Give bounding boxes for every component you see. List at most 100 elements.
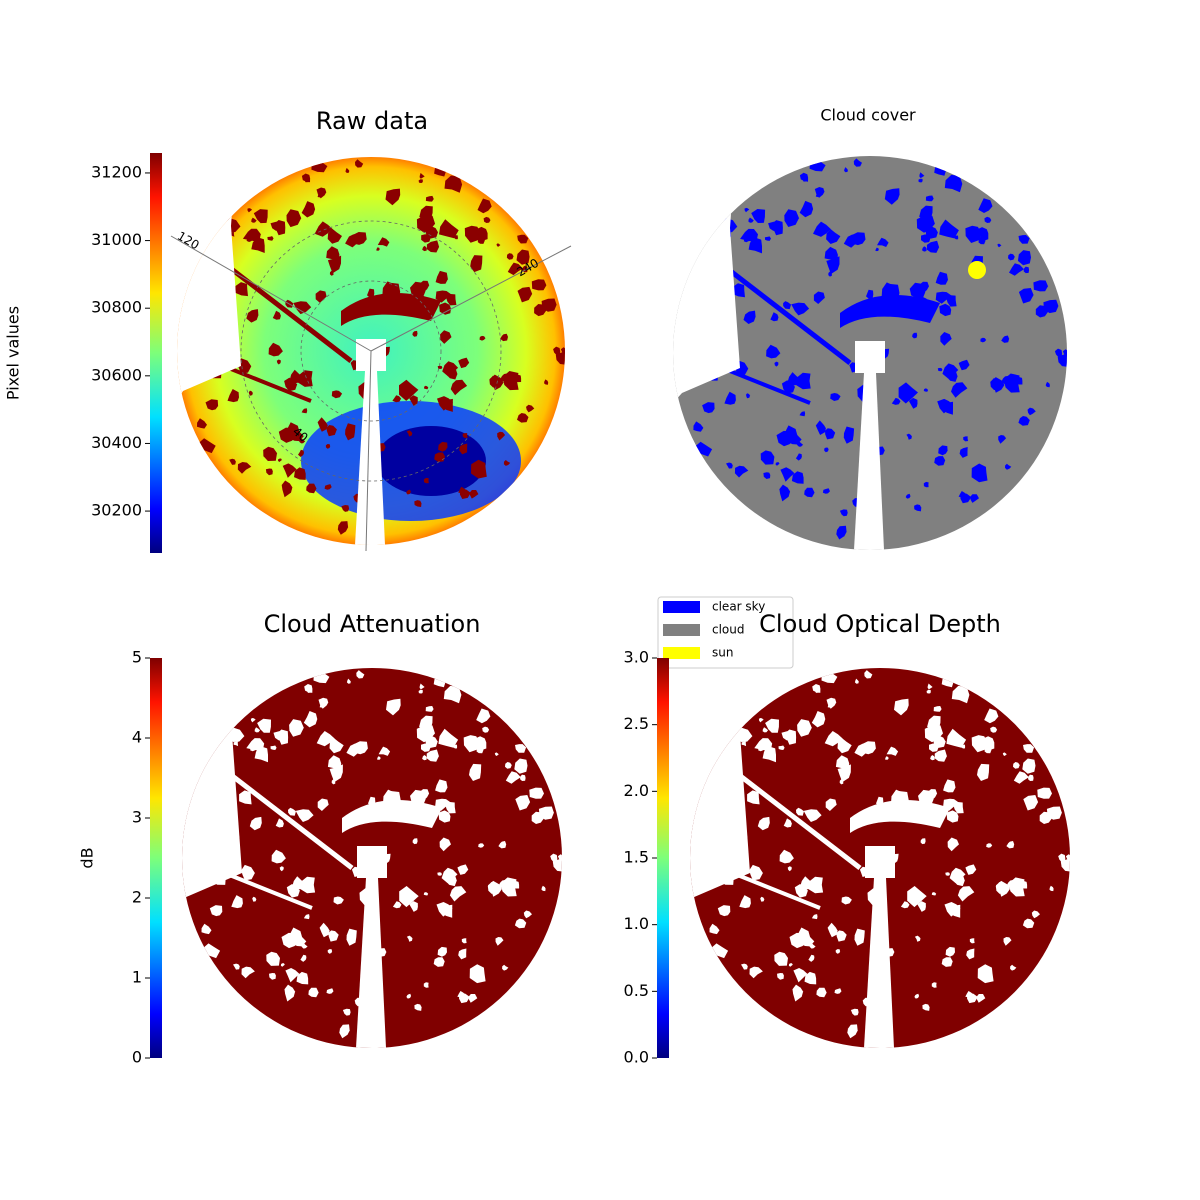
cloud-blob <box>780 467 795 482</box>
cloud-blob <box>526 404 535 413</box>
cloud-blob <box>693 421 704 432</box>
cloud-blob <box>726 462 733 469</box>
cloud-blob <box>909 282 926 299</box>
colorbar <box>150 153 162 553</box>
cloud-blob <box>914 935 921 942</box>
cloud-blob <box>1009 263 1024 276</box>
cloud-blob <box>949 867 966 883</box>
cloud-blob <box>1027 407 1036 416</box>
cloud-blob <box>209 905 223 917</box>
cloud-blob <box>437 946 447 957</box>
cloud-blob <box>923 388 929 392</box>
cloud-blob <box>249 230 254 235</box>
panel: 0.0 0.5 1.0 1.5 2.0 2.5 3.0 Cloud Optical Depth <box>624 610 1070 1067</box>
cloud-blob <box>942 363 959 379</box>
colorbar-tick-label: 2.0 <box>624 781 649 800</box>
cloud-blob <box>281 932 301 949</box>
cloud-blob <box>409 395 418 406</box>
cloud-blob <box>246 236 254 242</box>
cloud-blob <box>273 730 285 741</box>
sky-image <box>690 668 1070 1048</box>
cloud-blob <box>914 504 922 512</box>
cloud-blob <box>970 494 979 503</box>
cloud-blob <box>1049 885 1054 892</box>
cloud-blob <box>418 689 423 694</box>
cloud-blob <box>342 1008 351 1016</box>
cloud-blob <box>935 291 953 304</box>
cloud-blob <box>748 217 754 223</box>
cloud-blob <box>976 994 986 1003</box>
cloud-blob <box>471 459 487 479</box>
cloud-blob <box>271 849 286 864</box>
cloud-blob <box>777 973 784 980</box>
cloud-blob <box>830 393 841 401</box>
cloud-blob <box>935 271 948 285</box>
cloud-blob <box>531 279 547 291</box>
cloud-blob <box>939 303 952 317</box>
cloud-blob <box>876 796 884 806</box>
cloud-blob <box>937 367 943 372</box>
cloud-blob <box>984 708 999 724</box>
cloud-blob <box>781 730 793 741</box>
cloud-blob <box>435 290 452 303</box>
colorbar-tick-label: 30400 <box>91 433 142 452</box>
cloud-blob <box>298 449 304 457</box>
cloud-blob <box>229 458 236 465</box>
cloud-blob <box>799 172 809 182</box>
colorbar-tick-label: 1 <box>132 968 142 987</box>
cloud-blob <box>268 342 283 357</box>
cloud-blob <box>325 444 331 449</box>
cloud-blob <box>514 758 528 774</box>
cloud-blob <box>233 963 240 970</box>
cloud-blob <box>498 841 507 849</box>
cloud-blob <box>439 302 451 315</box>
colorbar-label: Pixel values <box>4 306 23 400</box>
cloud-blob <box>276 359 281 365</box>
cloud-blob <box>441 867 458 883</box>
cloud-blob <box>1065 854 1070 861</box>
cloud-blob <box>763 472 771 479</box>
cloud-blob <box>406 935 413 942</box>
cloud-blob <box>783 818 792 828</box>
cloud-blob <box>327 949 333 954</box>
cloud-blob <box>422 755 427 761</box>
cloud-blob <box>743 236 751 243</box>
cloud-blob <box>233 741 239 747</box>
cloud-blob <box>1018 235 1030 244</box>
cloud-blob <box>760 896 765 902</box>
cloud-blob <box>827 922 838 938</box>
cloud-blob <box>346 678 351 684</box>
cloud-blob <box>945 872 950 876</box>
cloud-blob <box>812 684 821 693</box>
cloud-blob <box>1057 353 1067 367</box>
cloud-blob <box>1054 348 1062 357</box>
cloud-blob <box>1023 266 1030 274</box>
cloud-blob <box>517 413 529 423</box>
cloud-blob <box>957 886 975 902</box>
cloud-blob <box>898 382 918 404</box>
cloud-blob <box>746 393 750 399</box>
cloud-blob <box>986 843 993 848</box>
panel: Cloud cover <box>673 106 1067 550</box>
cloud-blob <box>281 480 293 498</box>
cloud-blob <box>419 172 425 179</box>
cloud-blob <box>891 397 901 405</box>
cloud-blob <box>1045 381 1050 388</box>
cloud-blob <box>724 391 736 405</box>
legend-swatch <box>663 601 700 613</box>
cloud-blob <box>836 930 847 942</box>
colorbar-tick-label: 3 <box>132 808 142 827</box>
cloud-blob <box>796 372 811 390</box>
cloud-blob <box>557 854 562 861</box>
cloud-blob <box>514 918 527 929</box>
cloud-blob <box>298 437 306 444</box>
cloud-blob <box>205 399 219 411</box>
cloud-blob <box>1058 853 1066 862</box>
cloud-blob <box>392 395 402 403</box>
cloud-blob <box>512 880 520 889</box>
cloud-blob <box>439 837 451 852</box>
cloud-blob <box>997 243 1002 248</box>
cloud-blob <box>356 670 365 679</box>
cloud-blob <box>926 240 940 253</box>
